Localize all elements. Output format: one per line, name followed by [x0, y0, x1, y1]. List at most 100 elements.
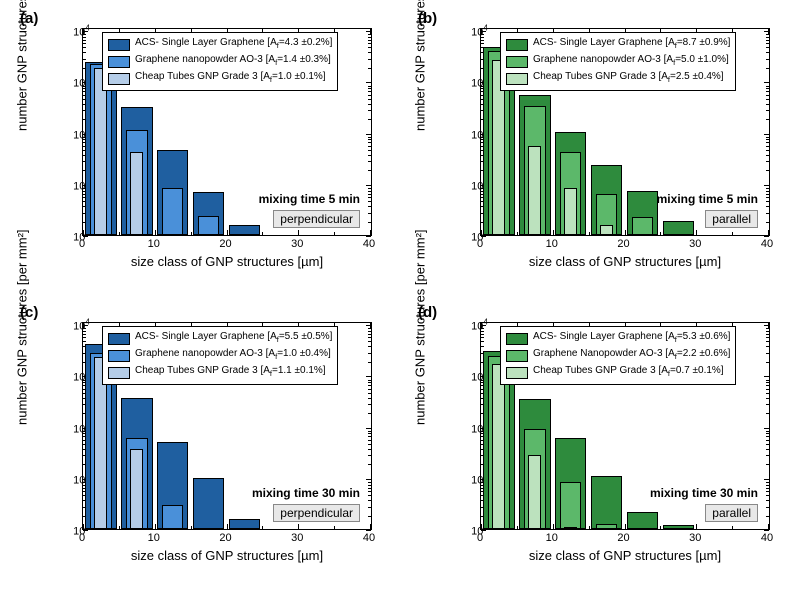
y-minor-tick [368, 191, 371, 192]
x-tick-label: 40 [363, 532, 375, 544]
y-minor-tick [368, 413, 371, 414]
y-minor-tick [766, 201, 769, 202]
y-minor-tick [368, 389, 371, 390]
y-minor-tick [766, 88, 769, 89]
x-tick [227, 524, 228, 529]
y-minor-tick [766, 170, 769, 171]
x-minor-tick [589, 232, 590, 235]
y-minor-tick [766, 464, 769, 465]
mixing-time-text: mixing time 30 min [650, 486, 758, 500]
x-tick-label: 30 [291, 532, 303, 544]
y-minor-tick [368, 104, 371, 105]
y-minor-tick [368, 52, 371, 53]
legend-text: Graphene nanopowder AO-3 [Af=1.4 ±0.3%] [135, 53, 331, 70]
y-minor-tick [368, 161, 371, 162]
x-minor-tick [660, 232, 661, 235]
x-tick-label: 20 [219, 532, 231, 544]
legend-swatch [506, 333, 528, 345]
y-tick [764, 236, 769, 237]
bar-ct3 [94, 68, 107, 235]
x-tick [553, 230, 554, 235]
y-minor-tick [83, 40, 86, 41]
y-tick [366, 82, 371, 83]
y-minor-tick [766, 337, 769, 338]
x-tick [298, 230, 299, 235]
legend-swatch [108, 367, 130, 379]
y-tick-label: 104 [60, 318, 90, 333]
legend-swatch [108, 39, 130, 51]
legend: ACS- Single Layer Graphene [Af=5.5 ±0.5%… [102, 326, 338, 385]
bar-acs [229, 519, 261, 529]
y-minor-tick [368, 440, 371, 441]
x-minor-tick [589, 526, 590, 529]
y-minor-tick [766, 188, 769, 189]
y-tick [764, 82, 769, 83]
y-minor-tick [766, 380, 769, 381]
bar-ao3 [162, 188, 184, 235]
y-minor-tick [766, 119, 769, 120]
y-minor-tick [83, 52, 86, 53]
y-tick [764, 376, 769, 377]
x-tick [370, 230, 371, 235]
y-minor-tick [368, 331, 371, 332]
orientation-text: parallel [705, 504, 758, 522]
orientation-text: perpendicular [273, 210, 360, 228]
x-minor-tick [517, 526, 518, 529]
x-minor-tick [119, 232, 120, 235]
x-tick-label: 0 [477, 532, 483, 544]
y-tick [366, 530, 371, 531]
bar-ao3 [198, 216, 220, 235]
y-tick-label: 104 [458, 318, 488, 333]
legend-row-ct3: Cheap Tubes GNP Grade 3 [Af=1.1 ±0.1%] [108, 364, 332, 381]
x-minor-tick [334, 232, 335, 235]
legend-row-acs: ACS- Single Layer Graphene [Af=4.3 ±0.2%… [108, 36, 332, 53]
y-minor-tick [368, 485, 371, 486]
x-tick-label: 10 [148, 532, 160, 544]
y-minor-tick [766, 104, 769, 105]
y-minor-tick [368, 40, 371, 41]
y-minor-tick [766, 161, 769, 162]
y-axis-label: number GNP structures [per mm²] [15, 229, 30, 425]
x-tick [696, 524, 697, 529]
legend: ACS- Single Layer Graphene [Af=8.7 ±0.9%… [500, 32, 736, 91]
y-minor-tick [368, 449, 371, 450]
y-tick [366, 428, 371, 429]
y-minor-tick [766, 393, 769, 394]
y-minor-tick [766, 155, 769, 156]
y-minor-tick [766, 334, 769, 335]
y-minor-tick [766, 431, 769, 432]
bar-ct3 [528, 455, 541, 529]
x-tick [227, 230, 228, 235]
y-minor-tick [368, 86, 371, 87]
legend: ACS- Single Layer Graphene [Af=5.3 ±0.6%… [500, 326, 736, 385]
legend-swatch [108, 333, 130, 345]
y-minor-tick [766, 353, 769, 354]
bar-ao3 [560, 482, 582, 529]
y-minor-tick [766, 398, 769, 399]
y-minor-tick [766, 413, 769, 414]
x-tick-label: 40 [761, 532, 773, 544]
y-minor-tick [368, 43, 371, 44]
y-minor-tick [368, 47, 371, 48]
legend-row-acs: ACS- Single Layer Graphene [Af=5.5 ±0.5%… [108, 330, 332, 347]
x-tick [298, 524, 299, 529]
x-tick-label: 40 [363, 238, 375, 250]
y-minor-tick [368, 433, 371, 434]
legend-text: Graphene nanopowder AO-3 [Af=5.0 ±1.0%] [533, 53, 729, 70]
bar-acs [229, 225, 261, 235]
y-tick [764, 479, 769, 480]
x-tick-label: 40 [761, 238, 773, 250]
y-minor-tick [766, 43, 769, 44]
y-minor-tick [83, 334, 86, 335]
y-minor-tick [368, 488, 371, 489]
legend-swatch [506, 56, 528, 68]
y-minor-tick [766, 34, 769, 35]
y-minor-tick [368, 404, 371, 405]
y-tick [764, 134, 769, 135]
legend-text: Cheap Tubes GNP Grade 3 [Af=2.5 ±0.4%] [533, 70, 724, 87]
x-tick-label: 0 [477, 238, 483, 250]
bar-acs [193, 478, 225, 529]
y-minor-tick [368, 150, 371, 151]
x-tick [625, 230, 626, 235]
y-minor-tick [368, 146, 371, 147]
